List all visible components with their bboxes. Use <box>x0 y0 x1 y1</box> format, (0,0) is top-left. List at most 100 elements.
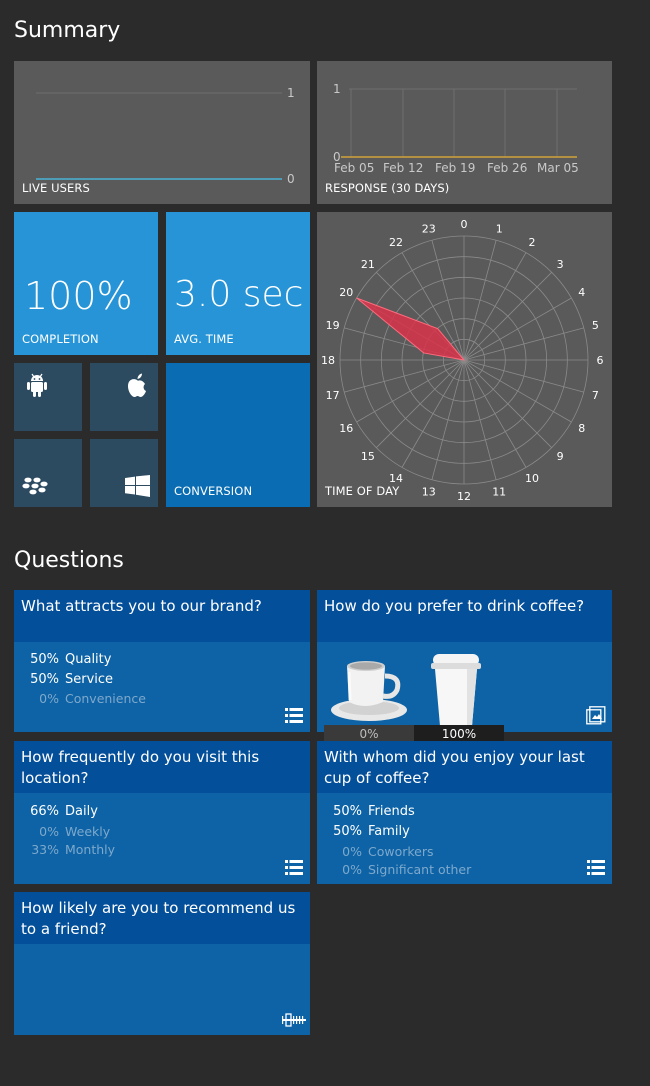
radar-spoke <box>463 359 584 393</box>
option-percent-bar: 0% <box>324 725 414 743</box>
radar-spoke <box>463 240 497 361</box>
answer-row: 0% Convenience <box>14 691 310 709</box>
completion-tile[interactable]: 100% COMPLETION <box>14 212 158 355</box>
radar-spoke <box>463 327 584 361</box>
x-tick-date: Feb 19 <box>435 161 475 175</box>
answer-row: 33% Monthly <box>14 842 310 860</box>
y-tick-max: 1 <box>333 82 341 96</box>
live-users-tile[interactable]: 1 0 LIVE USERS <box>14 61 310 204</box>
radar-spoke <box>463 359 572 423</box>
radar-spoke <box>401 252 465 361</box>
y-tick-min: 0 <box>333 150 341 164</box>
questions-heading: Questions <box>14 548 124 573</box>
answer-label: Friends <box>368 804 415 819</box>
answer-percent: 0% <box>342 862 362 877</box>
x-tick-date: Feb 12 <box>383 161 423 175</box>
question-card-recommend[interactable]: How likely are you to recommend us to a … <box>14 892 310 1035</box>
hour-label: 18 <box>321 354 335 367</box>
answer-label: Coworkers <box>368 844 434 859</box>
list-view-icon[interactable] <box>285 860 303 875</box>
avg-time-tile[interactable]: 3.0 sec AVG. TIME <box>166 212 310 355</box>
hour-label: 20 <box>339 286 353 299</box>
list-view-icon[interactable] <box>587 860 605 875</box>
coffee-cup-image <box>331 661 407 721</box>
completion-label: COMPLETION <box>22 332 99 346</box>
option-percent: 0% <box>359 727 379 741</box>
apple-icon <box>128 373 146 397</box>
answer-row: 0% Weekly <box>14 824 310 842</box>
takeaway-cup-image <box>431 654 481 726</box>
answer-label: Daily <box>65 804 98 819</box>
answer-percent: 33% <box>31 842 59 857</box>
android-icon <box>27 373 47 397</box>
answer-percent: 50% <box>30 652 59 667</box>
live-users-chart: 1 0 <box>36 86 295 186</box>
answer-row: 50% Service <box>14 672 310 690</box>
response-tile[interactable]: 1 0 Feb 05 Feb 12 Feb 19 Feb 26 Mar 05 R… <box>317 61 612 204</box>
hour-label: 4 <box>578 286 585 299</box>
hour-label: 16 <box>339 422 353 435</box>
hour-label: 0 <box>461 218 468 231</box>
radar-spoke <box>463 359 527 468</box>
time-of-day-tile[interactable]: 0 1 2 3 4 5 6 7 8 9 10 11 12 13 14 15 16 17 18 19 20 21 22 23 T… <box>317 212 612 507</box>
radar-spoke <box>463 297 572 361</box>
x-tick-date: Feb 26 <box>487 161 527 175</box>
apple-tile[interactable] <box>90 363 158 431</box>
radar-spoke <box>356 359 465 423</box>
hour-label: 12 <box>457 490 471 503</box>
hour-label: 3 <box>557 258 564 271</box>
hour-label: 17 <box>326 389 340 402</box>
hour-label: 14 <box>389 472 403 485</box>
question-card-visit-frequency[interactable]: How frequently do you visit this locatio… <box>14 741 310 884</box>
x-tick-date: Mar 05 <box>537 161 579 175</box>
question-header: How likely are you to recommend us to a … <box>14 892 310 944</box>
question-title: What attracts you to our brand? <box>21 597 262 615</box>
list-view-icon[interactable] <box>285 708 303 723</box>
question-header: What attracts you to our brand? <box>14 590 310 642</box>
answer-percent: 50% <box>30 672 59 687</box>
answer-percent: 0% <box>39 691 59 706</box>
hour-label: 7 <box>592 389 599 402</box>
radar-spoke <box>344 359 465 393</box>
hour-label: 9 <box>557 450 564 463</box>
response-label: RESPONSE (30 DAYS) <box>325 181 450 195</box>
answer-label: Significant other <box>368 862 472 877</box>
hour-label: 11 <box>492 485 506 498</box>
question-title: How likely are you to recommend us to a … <box>21 899 296 938</box>
question-header: How do you prefer to drink coffee? <box>317 590 612 642</box>
summary-heading: Summary <box>14 18 121 43</box>
avg-time-value: 3.0 sec <box>174 274 304 315</box>
time-of-day-label: TIME OF DAY <box>325 484 400 498</box>
android-tile[interactable] <box>14 363 82 431</box>
hour-label: 1 <box>496 223 503 236</box>
response-chart: 1 0 Feb 05 Feb 12 Feb 19 Feb 26 Mar 05 <box>333 82 579 175</box>
question-card-brand[interactable]: What attracts you to our brand? 50% Qual… <box>14 590 310 732</box>
hour-label: 10 <box>525 472 539 485</box>
answer-percent: 66% <box>30 804 59 819</box>
conversion-tile[interactable]: CONVERSION <box>166 363 310 507</box>
radar-spoke <box>463 252 527 361</box>
slider-scale-icon[interactable] <box>282 1012 306 1028</box>
answer-row: 0% Coworkers <box>317 844 612 862</box>
answer-label: Convenience <box>65 691 146 706</box>
gallery-view-icon[interactable] <box>586 706 606 726</box>
question-title: With whom did you enjoy your last cup of… <box>324 748 585 787</box>
question-card-coffee[interactable]: How do you prefer to drink coffee? 0% 10… <box>317 590 612 743</box>
question-header: How frequently do you visit this locatio… <box>14 741 310 793</box>
radar-spoke <box>376 359 465 448</box>
hour-label: 2 <box>529 236 536 249</box>
y-tick-min: 0 <box>287 172 295 186</box>
option-percent-bar: 100% <box>414 725 504 743</box>
radar-spoke <box>431 359 465 480</box>
hour-label: 19 <box>326 319 340 332</box>
radar-spoke <box>463 272 552 361</box>
blackberry-tile[interactable] <box>14 439 82 507</box>
windows-tile[interactable] <box>90 439 158 507</box>
question-title: How frequently do you visit this locatio… <box>21 748 260 787</box>
answer-percent: 0% <box>342 844 362 859</box>
question-card-companion[interactable]: With whom did you enjoy your last cup of… <box>317 741 612 884</box>
completion-value: 100% <box>24 274 133 318</box>
live-users-label: LIVE USERS <box>22 181 90 195</box>
answer-row: 50% Friends <box>317 804 612 822</box>
